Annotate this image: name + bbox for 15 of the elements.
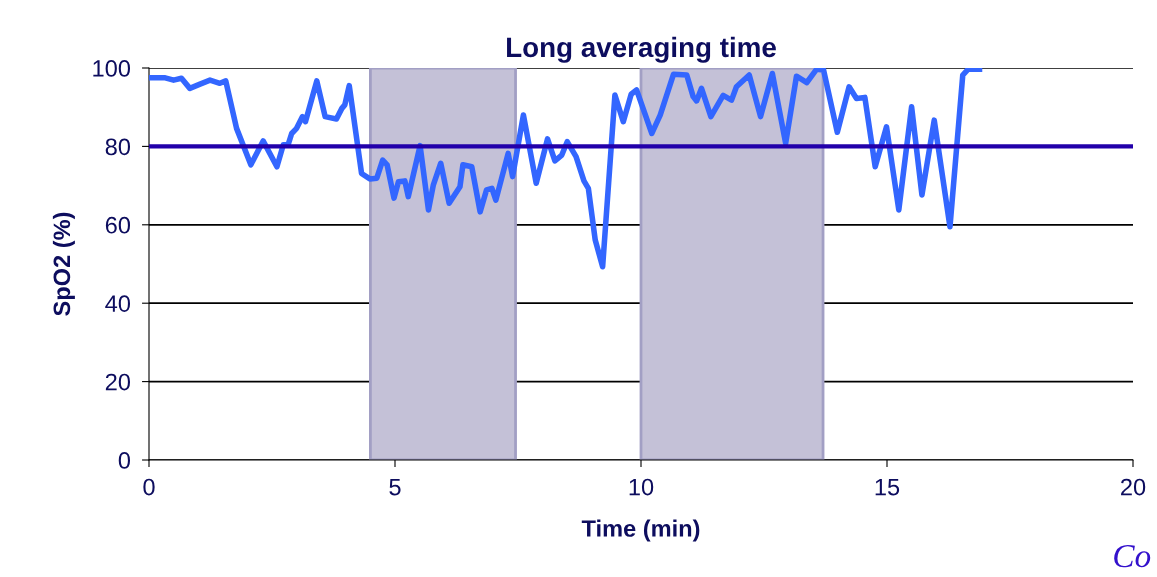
y-tick-label: 60 bbox=[105, 216, 131, 234]
y-axis-title: SpO2 (%) bbox=[52, 212, 75, 316]
x-tick-label: 15 bbox=[875, 478, 900, 496]
y-tick-label: 80 bbox=[105, 138, 131, 156]
y-tick-label: 0 bbox=[118, 452, 131, 469]
y-tick-label: 20 bbox=[105, 373, 131, 391]
x-tick-label: 10 bbox=[629, 478, 654, 496]
y-tick-label: 40 bbox=[105, 295, 131, 312]
chart-title: Long averaging time bbox=[507, 36, 776, 63]
x-tick-label: 20 bbox=[1121, 478, 1146, 496]
y-tick-label: 100 bbox=[93, 60, 131, 77]
x-axis-title: Time (min) bbox=[581, 519, 700, 542]
x-tick-label: 5 bbox=[389, 478, 401, 496]
x-tick-label: 0 bbox=[143, 478, 155, 496]
text: Co bbox=[1114, 544, 1151, 568]
